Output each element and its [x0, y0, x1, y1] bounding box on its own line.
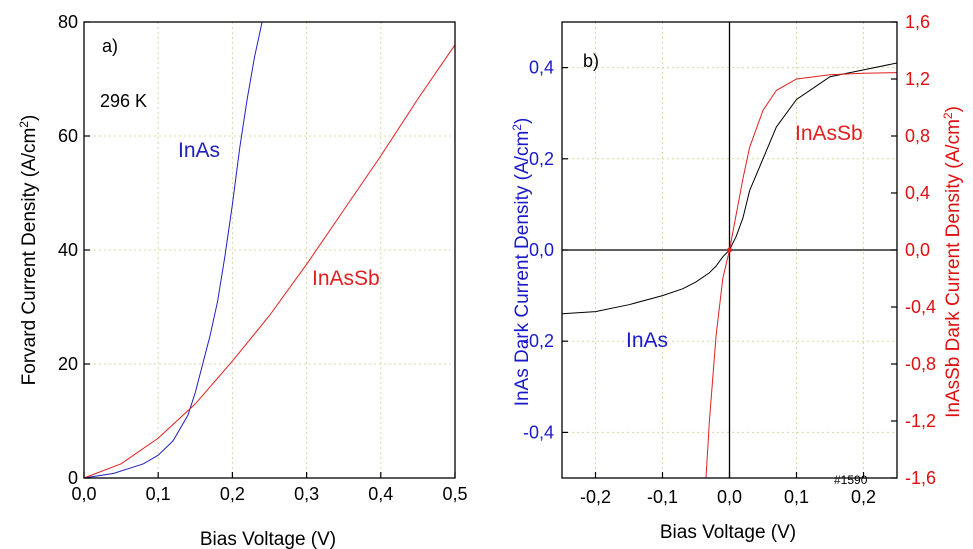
panel-b-left-y-tick-label: 0,2: [529, 149, 554, 169]
temperature-annotation: 296 K: [100, 91, 147, 111]
panel-a-x-tick-label: 0,3: [294, 484, 319, 504]
panel-b-series: [561, 62, 898, 479]
inassb-series-label: InAsSb: [795, 122, 863, 145]
panel-b-right-y-tick-label: 1,2: [905, 69, 930, 89]
panel-a-x-axis-label: Bias Voltage (V): [200, 529, 336, 549]
panel-b-right-y-tick-label: -1,6: [905, 468, 936, 488]
inas-series-label: InAs: [626, 329, 668, 352]
panel-b-left-y-tick-label: 0,0: [529, 240, 554, 260]
panel-b-right-y-tick-label: -0,8: [905, 354, 936, 374]
panel-b-x-tick-label: 0,1: [784, 487, 809, 507]
panel-b-left-y-axis-label-main: InAs Dark Current Density (A/cm: [512, 131, 533, 407]
panel-a-y-axis-label-main: Forvard Current Density (A/cm: [19, 128, 40, 386]
panel-b-left-y-axis-label: InAs Dark Current Density (A/cm2): [510, 118, 533, 407]
panel-b-ticks: -0,2 -0,1 0,0 0,1 0,2 -0,4 -0,2 0,0 0,2 0,4 -1,6 -1…: [523, 12, 936, 507]
panel-b-left-y-tick-label: -0,4: [523, 422, 554, 442]
panel-b-x-tick-label: -0,2: [580, 487, 611, 507]
panel-b-right-y-tick-label: -0,4: [905, 297, 936, 317]
panel-a-x-tick-label: 0,1: [146, 484, 171, 504]
panel-b-right-y-axis-label-main: InAsSb Dark Current Density (A/cm: [943, 119, 964, 418]
panel-a-x-tick-label: 0,0: [71, 484, 96, 504]
panel-b-right-y-tick-label: -1,2: [905, 411, 936, 431]
panel-b-right-y-tick-label: 0,8: [905, 126, 930, 146]
panel-b-right-y-axis-label-sup: 2: [941, 112, 955, 119]
panel-a-series-line-inas: [83, 21, 263, 479]
panel-b-left-y-tick-label: 0,4: [529, 58, 554, 78]
panel-b-right-y-axis-label: InAsSb Dark Current Density (A/cm2): [941, 106, 964, 418]
panel-b-x-tick-label: 0,0: [717, 487, 742, 507]
panel-a-chart: 0,0 0,1 0,2 0,3 0,4 0,5 0 20 40 60 80 a) 296 K InA…: [17, 12, 468, 549]
panel-a-ticks: 0,0 0,1 0,2 0,3 0,4 0,5 0 20 40 60 80: [58, 12, 468, 504]
sample-id-annotation: #1590: [834, 473, 868, 487]
panel-b-series-line-inassb: [705, 72, 898, 479]
panel-b-left-y-axis-label-end: ): [512, 118, 533, 124]
panel-a-y-tick-label: 0: [68, 468, 78, 488]
panel-a-y-tick-label: 60: [58, 126, 78, 146]
panel-a-series-line-inassb: [83, 44, 456, 479]
panel-b-right-y-tick-label: 0,0: [905, 240, 930, 260]
panel-b-x-axis-label: Bias Voltage (V): [660, 522, 796, 543]
panel-b-origin-marker: [727, 247, 732, 253]
panel-b-left-y-axis-label-sup: 2: [510, 124, 524, 131]
panel-a-x-tick-label: 0,2: [220, 484, 245, 504]
panel-a-x-tick-label: 0,5: [442, 484, 467, 504]
inas-series-label: InAs: [178, 139, 220, 162]
panel-a-x-tick-label: 0,4: [368, 484, 393, 504]
panel-a-series: [83, 21, 456, 479]
panel-a-y-axis-label-sup: 2: [17, 121, 31, 128]
panel-b-right-y-tick-label: 1,6: [905, 12, 930, 32]
panel-b-series-line-inas: [561, 62, 898, 315]
panel-a-y-axis-label: Forvard Current Density (A/cm2): [17, 115, 40, 386]
panel-a-label: a): [102, 36, 118, 56]
panel-b-chart: -0,2 -0,1 0,0 0,1 0,2 -0,4 -0,2 0,0 0,2 0,4 -1,6 -1…: [510, 12, 964, 543]
panel-a-grid: [84, 22, 455, 478]
panel-a-y-axis-label-end: ): [19, 115, 40, 121]
panel-b-right-y-tick-label: 0,4: [905, 183, 930, 203]
panel-a-y-tick-label: 80: [58, 12, 78, 32]
panel-a-y-tick-label: 40: [58, 240, 78, 260]
panel-b-right-y-axis-label-end: ): [943, 106, 964, 112]
panel-b-x-tick-label: -0,1: [647, 487, 678, 507]
panel-a-y-tick-label: 20: [58, 354, 78, 374]
panel-b-x-tick-label: 0,2: [851, 487, 876, 507]
panel-b-label: b): [583, 51, 599, 71]
inassb-series-label: InAsSb: [312, 267, 380, 290]
panel-b-left-y-tick-label: -0,2: [523, 331, 554, 351]
